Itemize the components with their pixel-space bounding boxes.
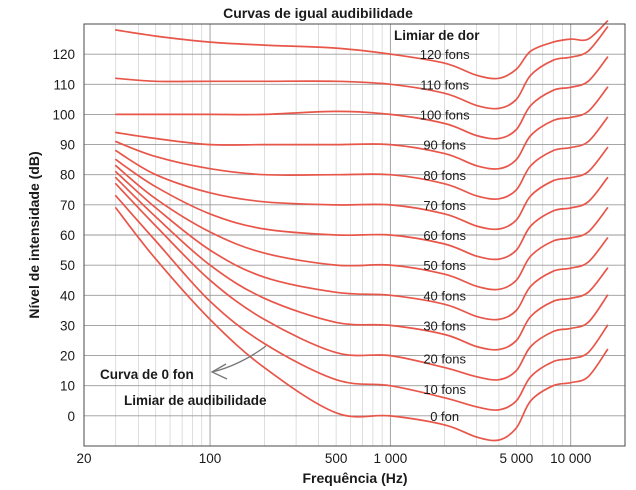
curve-100-fons <box>114 56 609 140</box>
curve-label: 120 fons <box>420 47 470 62</box>
y-tick-label: 70 <box>60 198 75 213</box>
y-axis-label: Nível de intensidade (dB) <box>26 151 42 318</box>
curve-label: 80 fons <box>423 168 466 183</box>
curves <box>114 20 609 442</box>
y-tick-label: 10 <box>60 379 75 394</box>
x-tick-label: 10 000 <box>550 451 591 466</box>
x-tick-label: 1 000 <box>373 451 407 466</box>
curve-label: 90 fons <box>423 138 466 153</box>
curve-10-fons <box>114 194 609 411</box>
curve-label: 70 fons <box>423 198 466 213</box>
curve-40-fons <box>114 170 609 321</box>
y-tick-label: 80 <box>60 168 75 183</box>
curve-label: 20 fons <box>423 352 466 367</box>
y-tick-label: 90 <box>60 138 75 153</box>
plot-frame <box>83 23 626 447</box>
zero-curve-arrow <box>210 345 267 380</box>
curve-labels: 0 fon 10 fons 20 fons 30 fons 40 fons 50 fons… <box>420 47 470 424</box>
x-tick-label: 500 <box>325 451 348 466</box>
pain-threshold-label: Limiar de dor <box>394 28 480 43</box>
y-tick-label: 60 <box>60 228 75 243</box>
curve-50-fons <box>114 164 609 291</box>
y-tick-label: 0 <box>67 409 75 424</box>
curve-120-fons <box>114 20 609 80</box>
curve-30-fons <box>114 176 609 351</box>
y-tick-label: 20 <box>60 349 75 364</box>
curve-70-fons <box>114 146 609 231</box>
curve-label: 10 fons <box>423 382 466 397</box>
curve-0-fon <box>114 207 609 442</box>
curve-90-fons <box>114 86 609 170</box>
y-tick-label: 110 <box>53 77 75 92</box>
curve-label: 60 fons <box>423 228 466 243</box>
curve-label: 40 fons <box>423 288 466 303</box>
curve-label: 0 fon <box>430 409 459 424</box>
curve-label: 30 fons <box>423 318 466 333</box>
y-tick-label: 40 <box>60 288 75 303</box>
x-tick-labels: 20 100 500 1 000 5 000 10 000 <box>76 451 591 466</box>
y-tick-labels: 0 10 20 30 40 50 60 70 80 90 100 110 120 <box>52 47 75 424</box>
hearing-threshold-label: Limiar de audibilidade <box>124 393 267 408</box>
x-axis-label: Frequência (Hz) <box>302 470 407 486</box>
chart-title: Curvas de igual audibilidade <box>223 5 413 21</box>
y-tick-label: 120 <box>52 47 75 62</box>
curve-label: 50 fons <box>423 258 466 273</box>
x-tick-label: 100 <box>199 451 222 466</box>
y-tick-label: 30 <box>60 318 75 333</box>
y-tick-label: 50 <box>60 258 75 273</box>
curve-60-fons <box>114 158 609 261</box>
curve-label: 100 fons <box>420 107 470 122</box>
curve-label: 110 fons <box>420 77 469 92</box>
curve-80-fons <box>114 116 609 200</box>
x-tick-label: 20 <box>76 451 91 466</box>
curve-20-fons <box>114 182 609 381</box>
x-tick-label: 5 000 <box>500 451 534 466</box>
curve-110-fons <box>114 26 609 110</box>
y-tick-label: 100 <box>52 107 75 122</box>
zero-curve-label: Curva de 0 fon <box>100 367 194 382</box>
